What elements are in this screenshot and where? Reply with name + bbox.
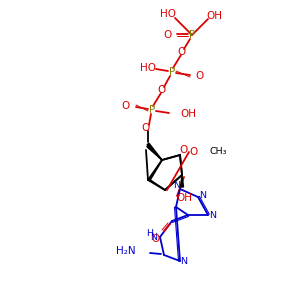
Text: N: N: [173, 182, 181, 190]
Text: OH: OH: [180, 109, 196, 119]
Text: O: O: [152, 234, 160, 244]
Text: O: O: [157, 85, 165, 95]
Text: P: P: [189, 30, 195, 40]
Text: P: P: [169, 67, 175, 77]
Text: N: N: [181, 256, 188, 266]
Polygon shape: [147, 143, 162, 160]
Text: O: O: [195, 71, 203, 81]
Text: N: N: [200, 190, 206, 200]
Text: O: O: [164, 30, 172, 40]
Text: HO: HO: [140, 63, 156, 73]
Text: O: O: [142, 123, 150, 133]
Text: O: O: [190, 147, 198, 157]
Text: OH: OH: [176, 193, 192, 203]
Polygon shape: [147, 145, 162, 160]
Text: O: O: [122, 101, 130, 111]
Text: H₂N: H₂N: [116, 246, 136, 256]
Text: P: P: [149, 105, 155, 115]
Text: O: O: [180, 145, 188, 155]
Text: CH₃: CH₃: [209, 148, 226, 157]
Text: H: H: [146, 229, 154, 238]
Text: OH: OH: [206, 11, 222, 21]
Text: N: N: [151, 232, 158, 242]
Text: HO: HO: [160, 9, 176, 19]
Text: N: N: [209, 211, 217, 220]
Polygon shape: [181, 175, 184, 187]
Text: O: O: [177, 47, 185, 57]
